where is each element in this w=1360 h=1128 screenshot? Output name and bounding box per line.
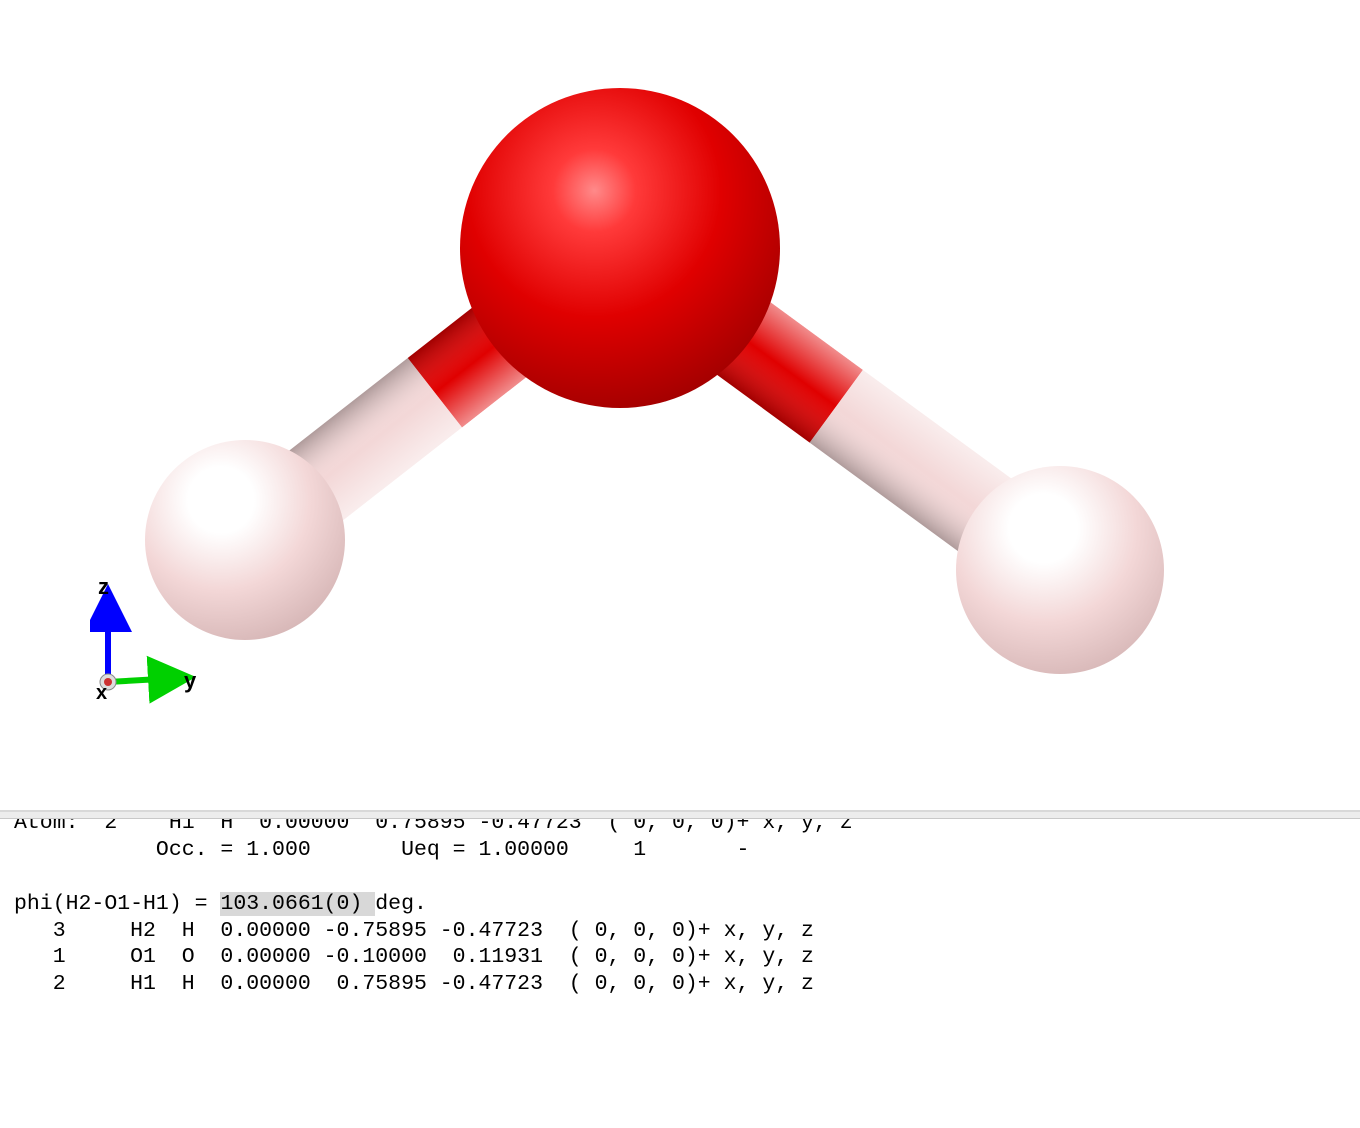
axis-label-x: x (96, 682, 107, 705)
terminal-line: 3 H2 H 0.00000 -0.75895 -0.47723 ( 0, 0,… (14, 918, 1350, 945)
axis-y (108, 678, 178, 682)
text-output-panel[interactable]: Atom: 2 H1 H 0.00000 0.75895 -0.47723 ( … (0, 818, 1360, 1128)
axis-label-y: y (184, 668, 196, 694)
atom-h1[interactable] (956, 466, 1164, 674)
terminal-line: 1 O1 O 0.00000 -0.10000 0.11931 ( 0, 0, … (14, 944, 1350, 971)
orientation-axes: z y x (90, 580, 210, 720)
panel-divider[interactable] (0, 810, 1360, 818)
axis-label-z: z (98, 574, 109, 600)
molecule-viewport[interactable]: z y x (0, 0, 1360, 810)
terminal-line (14, 864, 1350, 891)
terminal-line: Occ. = 1.000 Ueq = 1.00000 1 - (14, 837, 1350, 864)
atom-o1[interactable] (460, 88, 780, 408)
terminal-line: 2 H1 H 0.00000 0.75895 -0.47723 ( 0, 0, … (14, 971, 1350, 998)
terminal-line: Atom: 2 H1 H 0.00000 0.75895 -0.47723 ( … (14, 818, 1350, 837)
terminal-line: phi(H2-O1-H1) = 103.0661(0) deg. (14, 891, 1350, 918)
angle-value-highlight: 103.0661(0) (220, 892, 375, 916)
